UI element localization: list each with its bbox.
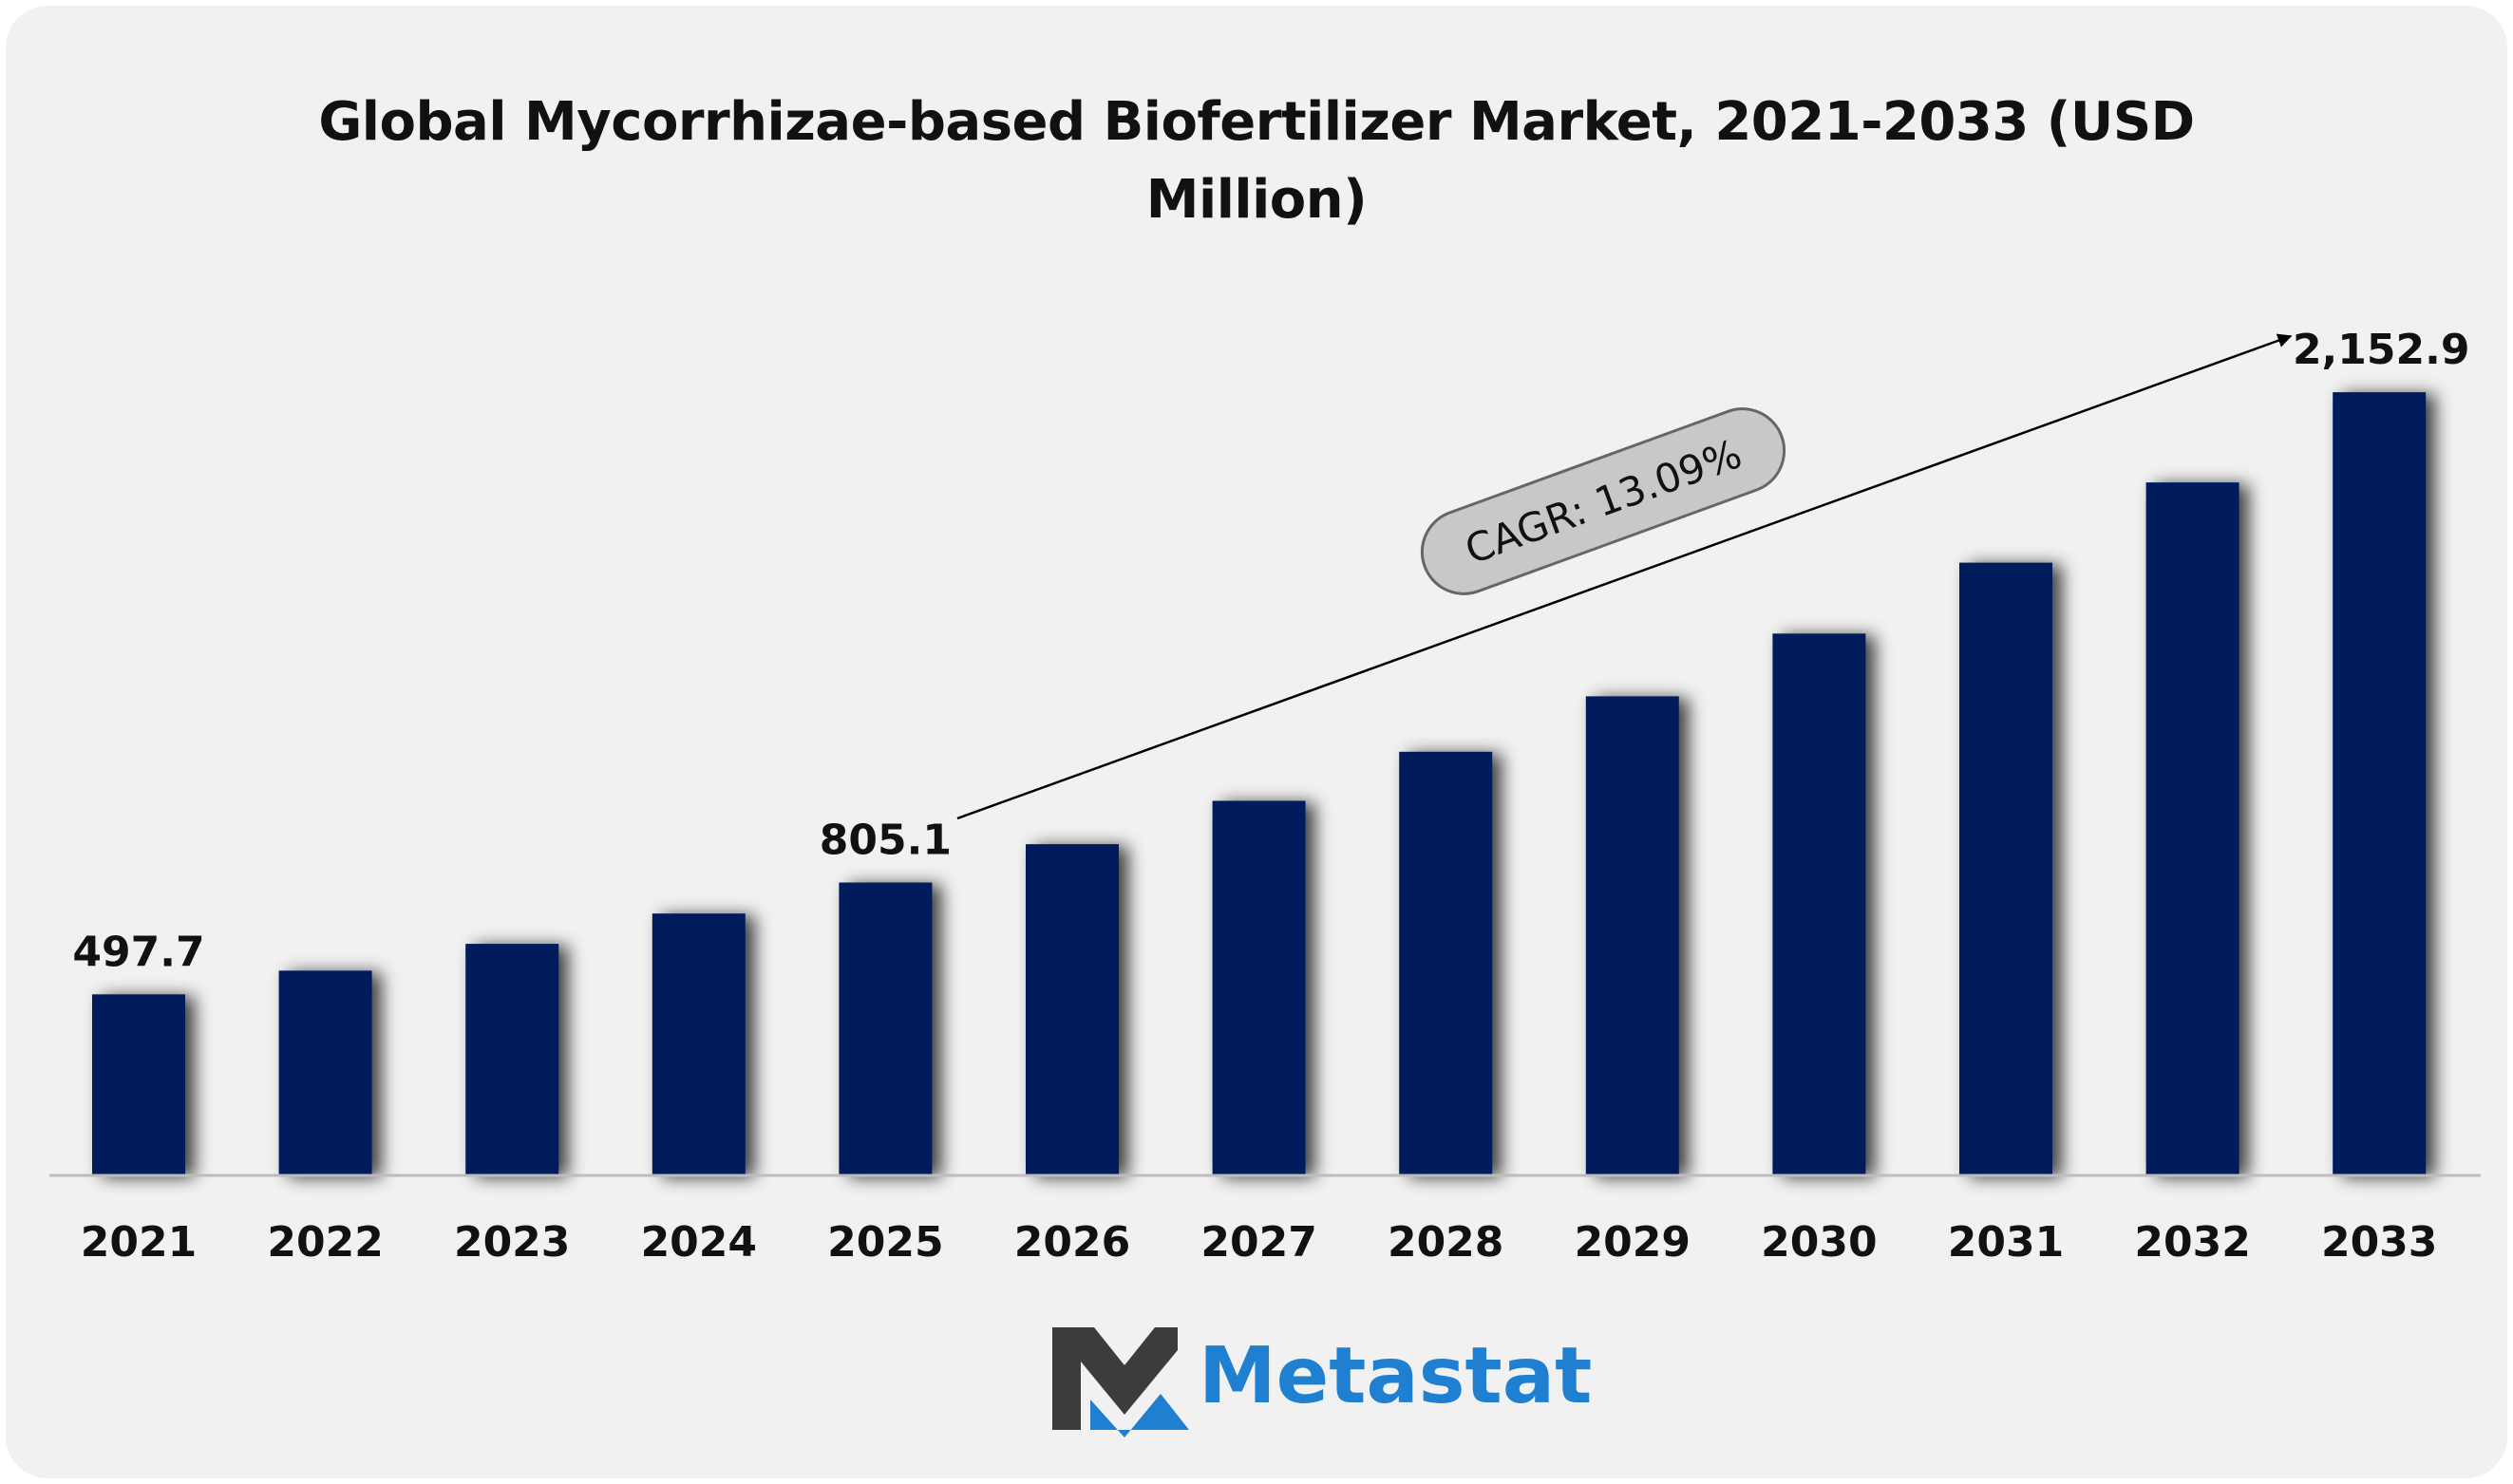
x-tick-2031: 2031: [1948, 1218, 2064, 1267]
x-tick-labels: 2021 2022 2023 2024 2025 2026 2027 2028 2029 2030…: [81, 1218, 2438, 1267]
bar-2027: [1212, 800, 1306, 1175]
bar-2032: [2145, 482, 2239, 1175]
x-tick-2021: 2021: [81, 1218, 197, 1267]
brand-name: Metastat: [1199, 1331, 1593, 1421]
bars-group: [92, 392, 2427, 1175]
x-tick-2032: 2032: [2134, 1218, 2250, 1267]
data-labels: 497.7 805.1 2,152.9: [72, 326, 2469, 976]
metastat-logo-icon: [1052, 1327, 1189, 1437]
x-tick-2028: 2028: [1388, 1218, 1503, 1267]
x-tick-2024: 2024: [641, 1218, 757, 1267]
bar-2022: [278, 970, 372, 1175]
bar-2021: [92, 994, 185, 1175]
bar-2023: [465, 944, 559, 1175]
cagr-badge: CAGR: 13.09%: [1420, 407, 1786, 595]
cagr-arrow: [956, 333, 2293, 820]
x-tick-2025: 2025: [827, 1218, 943, 1267]
bar-2030: [1772, 633, 1866, 1175]
bar-2033: [2333, 392, 2427, 1175]
chart-card: [6, 6, 2507, 1478]
x-tick-2022: 2022: [267, 1218, 383, 1267]
x-tick-2030: 2030: [1761, 1218, 1877, 1267]
data-label-2033: 2,152.9: [2293, 326, 2470, 374]
bar-2029: [1585, 696, 1679, 1175]
bar-2024: [652, 913, 746, 1175]
data-label-2025: 805.1: [820, 817, 952, 865]
bar-2031: [1959, 562, 2052, 1175]
x-tick-2026: 2026: [1014, 1218, 1130, 1267]
bar-2028: [1399, 751, 1493, 1175]
bar-2025: [839, 882, 933, 1175]
data-label-2021: 497.7: [72, 928, 204, 976]
x-tick-2023: 2023: [454, 1218, 570, 1267]
x-tick-2033: 2033: [2321, 1218, 2437, 1267]
x-tick-2027: 2027: [1200, 1218, 1316, 1267]
bar-2026: [1026, 844, 1119, 1175]
chart-title: Global Mycorrhizae-based Biofertilizer M…: [318, 91, 2195, 231]
x-tick-2029: 2029: [1575, 1218, 1691, 1267]
